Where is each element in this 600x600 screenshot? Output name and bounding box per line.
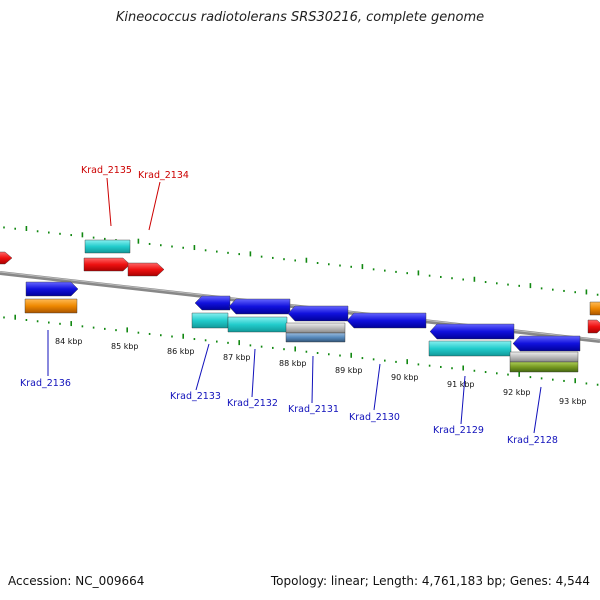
accession-text: Accession: NC_009664: [8, 574, 145, 588]
gene-feature-orange: [589, 301, 600, 316]
gene-feature-grey: [285, 322, 346, 334]
kbp-label: 87 kbp: [223, 353, 251, 362]
gene-label-krad-2131[interactable]: Krad_2131: [288, 404, 339, 415]
kbp-label: 90 kbp: [391, 373, 419, 382]
gene-label-krad-2130[interactable]: Krad_2130: [349, 412, 400, 423]
gene-arrow-krad-2134: [127, 262, 165, 277]
leader-line: [533, 386, 542, 434]
leader-line: [311, 355, 314, 404]
gene-arrow-krad-2133: [194, 295, 231, 311]
tick-marks: [3, 225, 599, 386]
gene-arrow-krad-2132: [228, 298, 291, 315]
gene-arrow-krad-2130: [346, 312, 427, 329]
kbp-label: 86 kbp: [167, 347, 195, 356]
leader-line: [251, 348, 256, 398]
gene-label-krad-2136[interactable]: Krad_2136: [20, 378, 71, 389]
gene-feature-cyan: [191, 312, 229, 329]
gene-label-krad-2135[interactable]: Krad_2135: [81, 165, 132, 176]
gene-arrow-krad-2131: [287, 305, 349, 322]
leader-line: [148, 181, 161, 231]
gene-arrow-krad-2136: [25, 281, 79, 297]
gene-arrow-krad-2129: [429, 323, 515, 340]
kbp-label: 84 kbp: [55, 337, 83, 346]
kbp-label: 85 kbp: [111, 342, 139, 351]
gene-arrow-krad-2135: [83, 257, 131, 272]
gene-arrow-krad-2128: [512, 335, 581, 352]
kbp-label: 92 kbp: [503, 388, 531, 397]
gene-features: [0, 239, 600, 373]
gene-feature-olive: [509, 361, 579, 373]
gene-feature-grey: [509, 351, 579, 363]
gene-label-krad-2128[interactable]: Krad_2128: [507, 435, 558, 446]
leader-line: [106, 177, 112, 227]
kbp-label: 91 kbp: [447, 380, 475, 389]
leader-line: [460, 375, 466, 425]
gene-label-krad-2134[interactable]: Krad_2134: [138, 170, 189, 181]
kbp-label: 88 kbp: [279, 359, 307, 368]
gene-feature-cyan: [227, 316, 288, 333]
label-leader-lines: [47, 177, 542, 434]
map-title: Kineococcus radiotolerans SRS30216, comp…: [115, 10, 485, 25]
gene-label-krad-2129[interactable]: Krad_2129: [433, 425, 484, 436]
kbp-label: 89 kbp: [335, 366, 363, 375]
gene-feature-cyan: [84, 239, 131, 254]
kbp-label: 93 kbp: [559, 397, 587, 406]
gene-feature-steel: [285, 332, 346, 343]
gene-feature-cyan: [428, 340, 512, 357]
leader-line: [373, 363, 381, 411]
leader-line: [195, 343, 210, 391]
gene-arrow-red: [587, 319, 600, 334]
gene-arrow-red: [0, 251, 13, 265]
topology-text: Topology: linear; Length: 4,761,183 bp; …: [270, 574, 590, 588]
gene-label-krad-2133[interactable]: Krad_2133: [170, 391, 221, 402]
gene-feature-orange: [24, 298, 78, 314]
gene-label-krad-2132[interactable]: Krad_2132: [227, 398, 278, 409]
